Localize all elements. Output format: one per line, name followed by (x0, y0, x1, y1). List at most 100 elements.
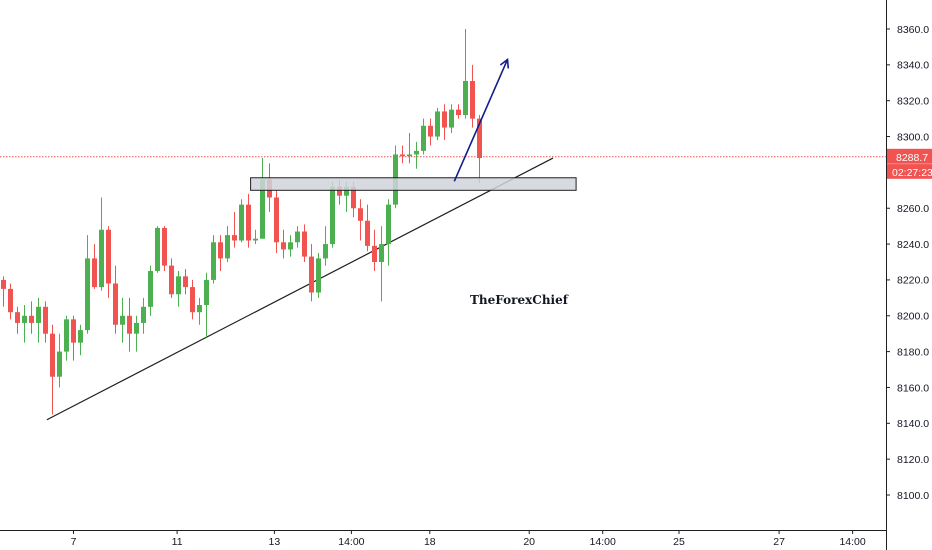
candle-body (64, 319, 69, 352)
candle (120, 297, 125, 343)
candle-body (22, 315, 27, 323)
x-tick-label: 25 (673, 536, 685, 548)
candle (260, 158, 265, 239)
candle (218, 235, 223, 271)
candle-body (274, 197, 279, 243)
candle-body (253, 238, 258, 241)
x-tick-label: 14:00 (839, 536, 865, 548)
candle (456, 104, 461, 119)
x-tick-label: 14:00 (590, 536, 616, 548)
candle (71, 315, 76, 361)
candle-body (358, 208, 363, 221)
candle (190, 279, 195, 320)
candle-body (232, 235, 237, 241)
candle-body (351, 186, 356, 209)
candle-body (421, 125, 426, 151)
candle-body (379, 244, 384, 262)
candle (127, 297, 132, 352)
projection-arrow-line (453, 59, 509, 182)
trendline (46, 157, 554, 421)
candle-body (57, 351, 62, 377)
candle (43, 301, 48, 343)
price-tag-box (887, 148, 932, 179)
x-tick-label: 20 (523, 536, 535, 548)
candle (204, 272, 209, 338)
candle (99, 197, 104, 291)
candle-body (113, 283, 118, 325)
candle (113, 265, 118, 334)
candle (281, 229, 286, 259)
y-tick-label: 8100.0 (897, 490, 929, 502)
candle-body (204, 279, 209, 306)
candle-body (302, 231, 307, 257)
candle (57, 333, 62, 388)
candle (274, 190, 279, 254)
candle (211, 235, 216, 284)
candle (85, 235, 90, 334)
candle-body (477, 118, 482, 159)
candle-body (414, 150, 419, 155)
candle (106, 226, 111, 298)
candle (428, 118, 433, 146)
candle (372, 229, 377, 271)
current-price-tag: 8288.7 02:27:23 (887, 148, 932, 179)
candle (155, 226, 160, 273)
x-tick-label: 27 (773, 536, 785, 548)
candle (169, 258, 174, 298)
candle (442, 104, 447, 141)
x-tick-label: 11 (172, 536, 183, 548)
candle (141, 297, 146, 334)
candle-body (99, 229, 104, 288)
candle-body (176, 276, 181, 295)
candle-body (29, 315, 34, 323)
plot-area[interactable] (0, 29, 886, 421)
candle-body (1, 279, 6, 289)
candle (183, 269, 188, 295)
candle-body (15, 312, 20, 323)
y-tick-label: 8260.0 (897, 203, 929, 215)
candle (435, 107, 440, 141)
candle-body (218, 242, 223, 259)
candle (477, 115, 482, 184)
y-tick-label: 8320.0 (897, 95, 929, 107)
candle (1, 276, 6, 307)
candle-body (162, 227, 167, 266)
time-axis[interactable]: 7 11 13 14:00 18 20 14:00 25 27 14:00 (0, 530, 886, 548)
candle-body (246, 204, 251, 241)
candle-body (190, 287, 195, 313)
candle (463, 29, 468, 119)
support-zone (250, 177, 577, 191)
candle-body (239, 204, 244, 241)
candle-body (85, 258, 90, 331)
candle (379, 226, 384, 302)
candle (78, 324, 83, 356)
candle (400, 145, 405, 164)
candle (29, 301, 34, 334)
y-tick-label: 8160.0 (897, 382, 929, 394)
candle-body (442, 111, 447, 128)
candle (316, 253, 321, 298)
candle (148, 265, 153, 316)
candle-body (365, 220, 370, 246)
x-tick-label: 18 (424, 536, 436, 548)
candle (50, 324, 55, 415)
candle (365, 204, 370, 252)
candle-body (141, 306, 146, 323)
candle (295, 226, 300, 248)
candle-body (43, 306, 48, 334)
x-tick-label: 14:00 (338, 536, 364, 548)
candle-body (225, 235, 230, 259)
candle (36, 297, 41, 343)
candle (64, 315, 69, 361)
y-tick-label: 8180.0 (897, 346, 929, 358)
price-axis[interactable]: 8100.0 8120.0 8140.0 8160.0 8180.0 8200.0 8220… (886, 0, 932, 550)
candle-body (106, 229, 111, 284)
y-tick-label: 8220.0 (897, 275, 929, 287)
candle-body (8, 288, 13, 313)
y-tick-label: 8300.0 (897, 131, 929, 143)
candle (393, 145, 398, 209)
candle-body (337, 186, 342, 196)
candle-body (372, 245, 377, 262)
candle-body (211, 242, 216, 280)
